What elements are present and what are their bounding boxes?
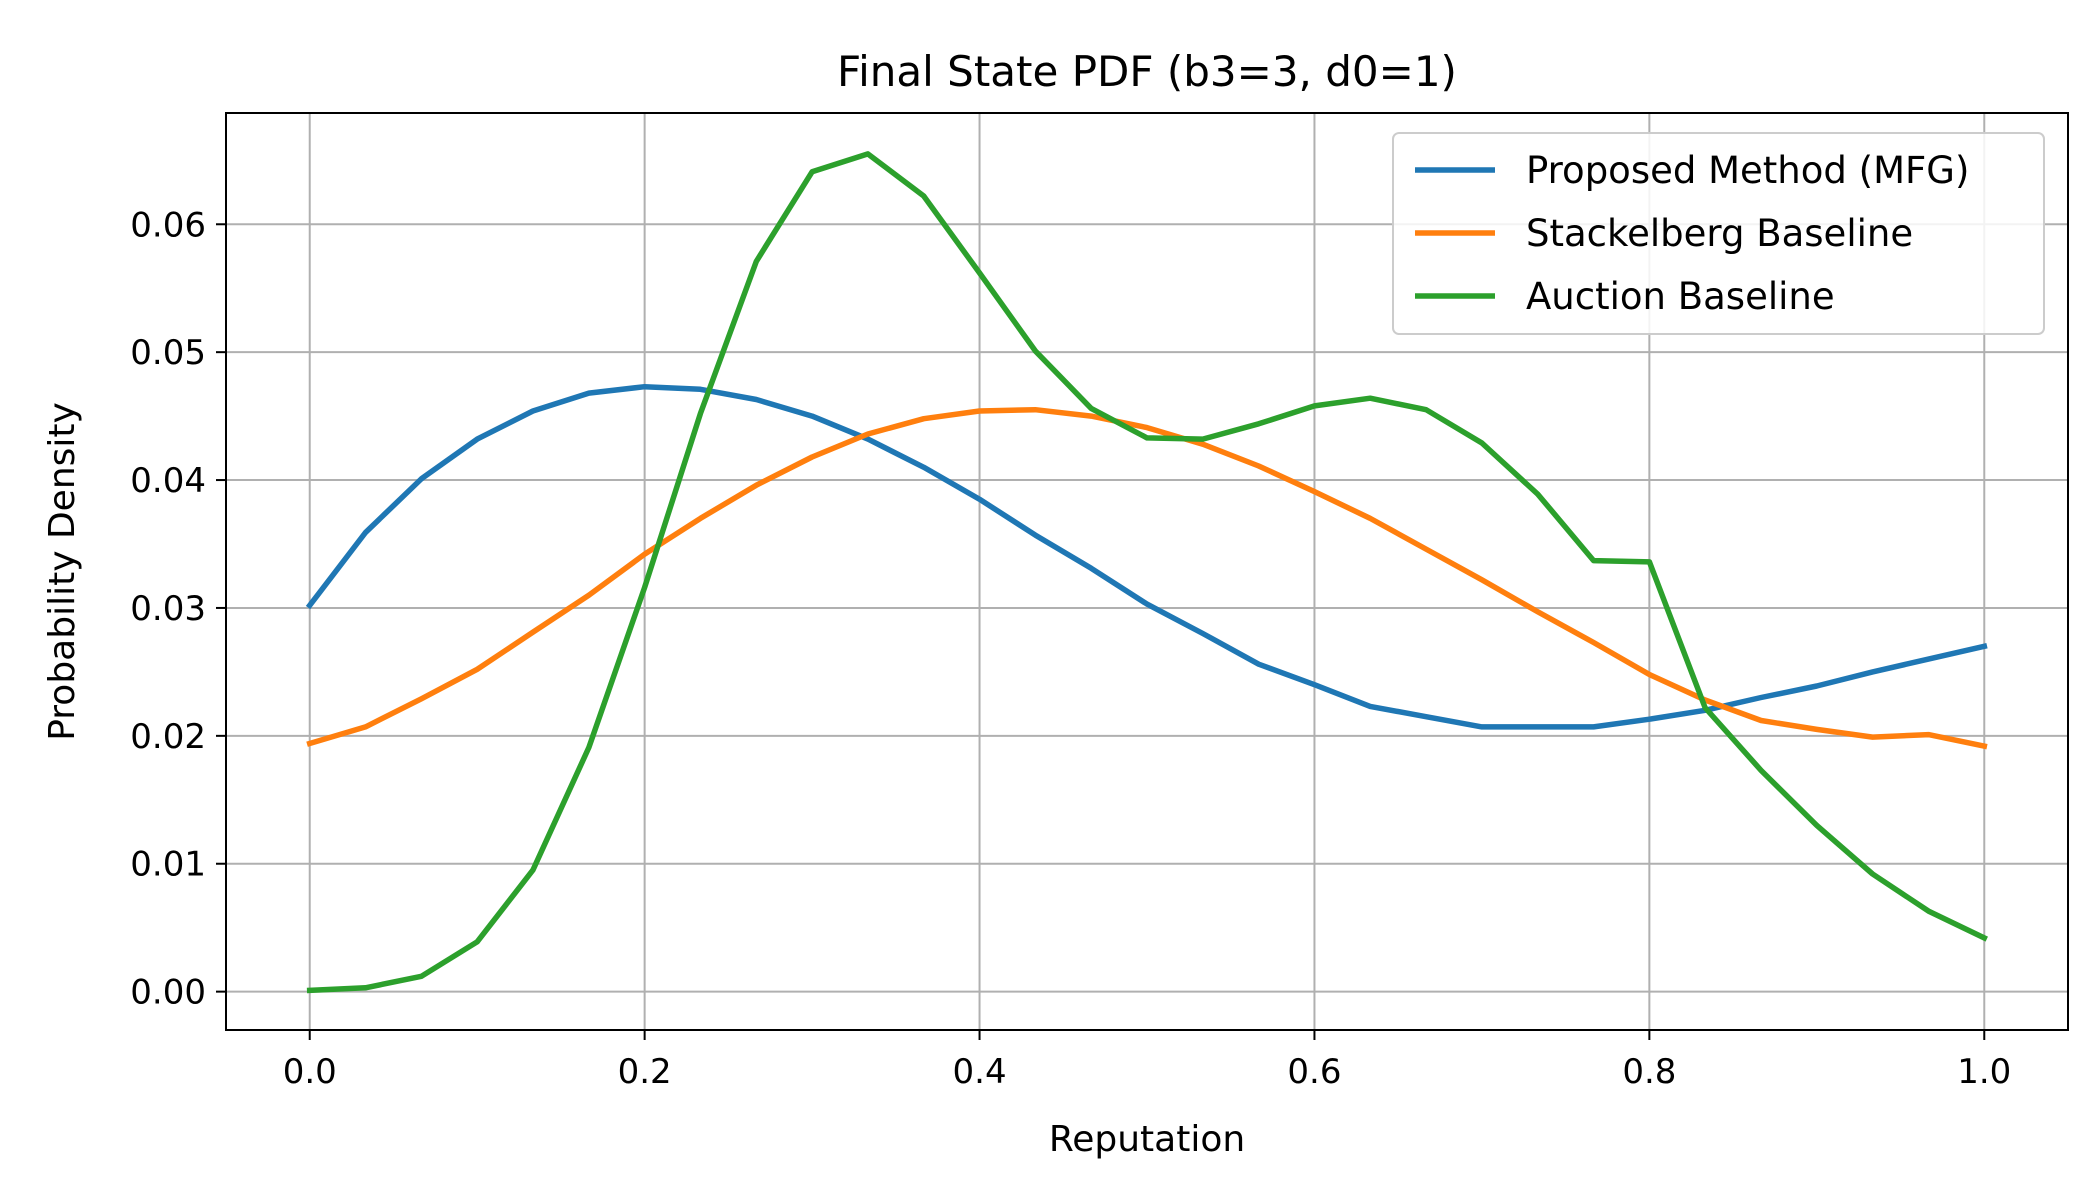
x-tick-label: 0.8 [1622, 1052, 1676, 1092]
x-tick-label: 1.0 [1957, 1052, 2011, 1092]
axis-ticks: 0.0 0.2 0.4 0.6 0.8 1.0 0.00 0.01 0.02 0.03 0.04 0.… [130, 205, 2011, 1092]
x-tick-label: 0.0 [283, 1052, 337, 1092]
legend: Proposed Method (MFG) Stackelberg Baselin… [1392, 132, 2045, 335]
x-axis-label: Reputation [1049, 1119, 1245, 1160]
plot-frame [225, 112, 2069, 1031]
y-tick-label: 0.06 [130, 205, 206, 245]
x-tick-label: 0.2 [618, 1052, 672, 1092]
legend-label: Auction Baseline [1526, 275, 1835, 318]
y-tick-label: 0.02 [130, 717, 206, 757]
y-axis-label: Probability Density [42, 402, 83, 741]
y-tick-label: 0.05 [130, 333, 206, 373]
legend-label: Proposed Method (MFG) [1526, 149, 1969, 192]
legend-box [1392, 132, 2045, 335]
y-tick-label: 0.03 [130, 589, 206, 629]
x-tick-label: 0.4 [953, 1052, 1007, 1092]
series-line-auction-baseline [306, 151, 1988, 994]
series-group [305, 151, 1988, 994]
y-tick-label: 0.00 [130, 973, 206, 1013]
y-tick-label: 0.01 [130, 845, 206, 885]
y-tick-label: 0.04 [130, 461, 206, 501]
legend-label: Stackelberg Baseline [1526, 212, 1913, 255]
x-tick-label: 0.6 [1287, 1052, 1341, 1092]
chart-title: Final State PDF (b3=3, d0=1) [837, 47, 1457, 96]
